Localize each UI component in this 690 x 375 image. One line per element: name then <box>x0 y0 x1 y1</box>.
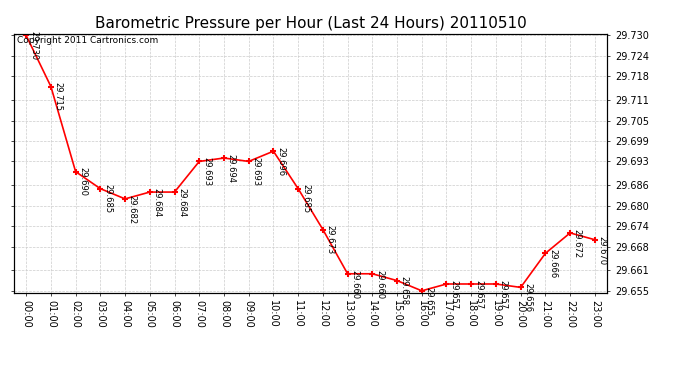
Text: 29.658: 29.658 <box>400 276 408 306</box>
Text: 29.655: 29.655 <box>424 286 433 316</box>
Text: 29.693: 29.693 <box>251 157 260 186</box>
Text: 29.696: 29.696 <box>276 147 285 176</box>
Text: 29.672: 29.672 <box>573 229 582 258</box>
Text: 29.685: 29.685 <box>103 184 112 214</box>
Text: 29.657: 29.657 <box>449 280 458 309</box>
Title: Barometric Pressure per Hour (Last 24 Hours) 20110510: Barometric Pressure per Hour (Last 24 Ho… <box>95 16 526 31</box>
Text: Copyright 2011 Cartronics.com: Copyright 2011 Cartronics.com <box>17 36 158 45</box>
Text: 29.690: 29.690 <box>79 168 88 196</box>
Text: 29.715: 29.715 <box>54 82 63 111</box>
Text: 29.684: 29.684 <box>152 188 161 217</box>
Text: 29.694: 29.694 <box>227 154 236 183</box>
Text: 29.657: 29.657 <box>499 280 508 309</box>
Text: 29.682: 29.682 <box>128 195 137 224</box>
Text: 29.660: 29.660 <box>351 270 359 299</box>
Text: 29.730: 29.730 <box>29 31 38 60</box>
Text: 29.684: 29.684 <box>177 188 186 217</box>
Text: 29.670: 29.670 <box>598 236 607 265</box>
Text: 29.660: 29.660 <box>375 270 384 299</box>
Text: 29.656: 29.656 <box>524 283 533 312</box>
Text: 29.685: 29.685 <box>301 184 310 214</box>
Text: 29.657: 29.657 <box>474 280 483 309</box>
Text: 29.673: 29.673 <box>326 225 335 255</box>
Text: 29.666: 29.666 <box>548 249 557 278</box>
Text: 29.693: 29.693 <box>202 157 211 186</box>
